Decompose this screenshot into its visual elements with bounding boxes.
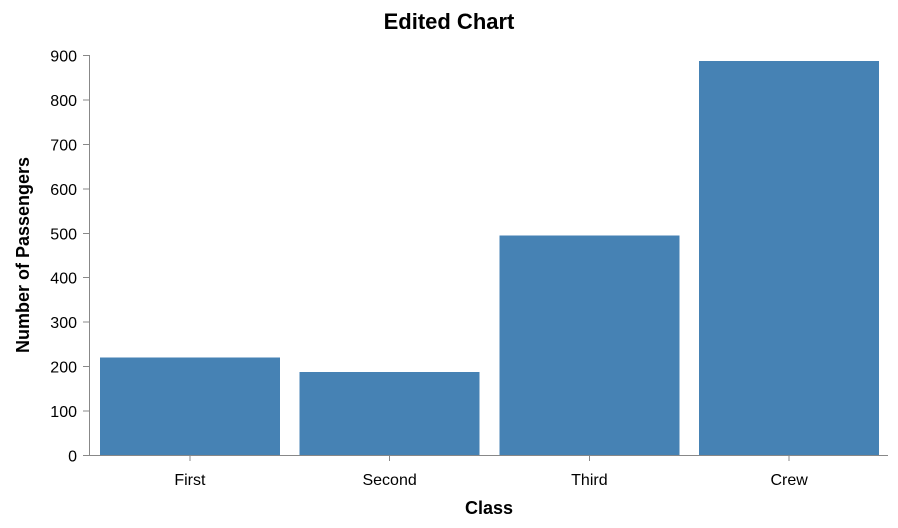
y-tick-label: 800 (50, 93, 77, 110)
bar-crew (699, 60, 879, 456)
y-tick-label: 900 (50, 49, 77, 66)
bar-first (100, 357, 280, 455)
x-axis-title: Class (465, 498, 513, 518)
bar-third (499, 235, 680, 455)
x-tick-label: Second (362, 472, 416, 489)
x-tick-label: First (174, 472, 206, 489)
y-tick-label: 600 (50, 182, 77, 199)
x-tick-label: Crew (770, 472, 808, 489)
x-tick-label: Third (571, 472, 607, 489)
y-tick-label: 300 (50, 315, 77, 332)
y-axis-title: Number of Passengers (13, 157, 33, 353)
plot-area: 0 100 200 300 400 500 600 700 800 900 First Second T… (50, 49, 888, 489)
y-tick-label: 400 (50, 271, 77, 288)
y-tick-label: 500 (50, 226, 77, 243)
y-tick-label: 200 (50, 360, 77, 377)
bar-second (299, 371, 480, 455)
y-tick-label: 700 (50, 137, 77, 154)
chart-title: Edited Chart (384, 9, 515, 34)
y-tick-label: 0 (68, 449, 77, 466)
y-tick-label: 100 (50, 404, 77, 421)
